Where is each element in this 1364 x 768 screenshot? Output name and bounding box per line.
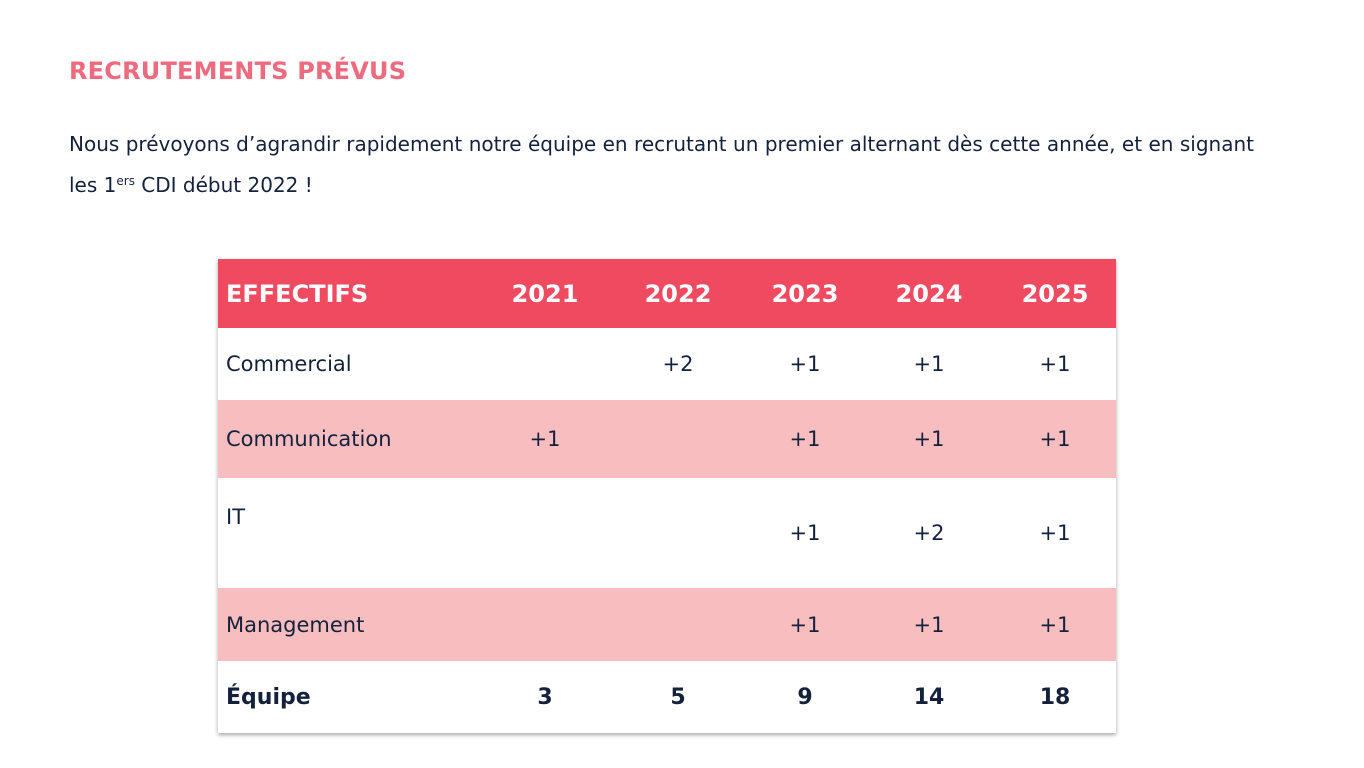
row-label-commercial: Commercial <box>218 328 480 400</box>
table-cell <box>610 478 746 588</box>
header-year: 2022 <box>610 259 746 328</box>
table-total-row: Équipe 3 5 9 14 18 <box>218 661 1116 733</box>
total-cell: 3 <box>480 661 610 733</box>
table-cell <box>610 588 746 661</box>
table-row: Management +1 +1 +1 <box>218 588 1116 661</box>
table-cell: +1 <box>864 588 994 661</box>
table-cell <box>480 478 610 588</box>
page-title: RECRUTEMENTS PRÉVUS <box>69 57 407 85</box>
table-cell: +1 <box>864 400 994 478</box>
table-cell <box>480 588 610 661</box>
total-cell: 14 <box>864 661 994 733</box>
table-cell <box>480 328 610 400</box>
table-header-row: EFFECTIFS 2021 2022 2023 2024 2025 <box>218 259 1116 328</box>
total-cell: 5 <box>610 661 746 733</box>
table-cell: +1 <box>994 588 1116 661</box>
intro-paragraph: Nous prévoyons d’agrandir rapidement not… <box>69 124 1254 206</box>
table-cell: +1 <box>994 400 1116 478</box>
table-row: Commercial +2 +1 +1 +1 <box>218 328 1116 400</box>
table-row: Communication +1 +1 +1 +1 <box>218 400 1116 478</box>
total-cell: 18 <box>994 661 1116 733</box>
table-row: IT +1 +2 +1 <box>218 478 1116 588</box>
table-cell: +1 <box>746 400 864 478</box>
table-cell <box>610 400 746 478</box>
table-cell: +1 <box>864 328 994 400</box>
row-label-equipe: Équipe <box>218 661 480 733</box>
table-cell: +1 <box>746 328 864 400</box>
headcount-table: EFFECTIFS 2021 2022 2023 2024 2025 Comme… <box>218 259 1116 733</box>
table-cell: +2 <box>610 328 746 400</box>
recruitment-table: EFFECTIFS 2021 2022 2023 2024 2025 Comme… <box>218 259 1116 733</box>
table-cell: +1 <box>994 328 1116 400</box>
total-cell: 9 <box>746 661 864 733</box>
intro-text: Nous prévoyons d’agrandir rapidement not… <box>69 132 1254 197</box>
table-cell: +2 <box>864 478 994 588</box>
row-label-it: IT <box>218 478 480 588</box>
table-cell: +1 <box>746 588 864 661</box>
row-label-communication: Communication <box>218 400 480 478</box>
row-label-management: Management <box>218 588 480 661</box>
intro-text-end: CDI début 2022 ! <box>134 173 313 197</box>
intro-superscript: ers <box>116 174 135 188</box>
header-year: 2025 <box>994 259 1116 328</box>
header-year: 2021 <box>480 259 610 328</box>
header-year: 2024 <box>864 259 994 328</box>
table-cell: +1 <box>746 478 864 588</box>
header-year: 2023 <box>746 259 864 328</box>
header-effectifs: EFFECTIFS <box>218 259 480 328</box>
table-cell: +1 <box>480 400 610 478</box>
table-cell: +1 <box>994 478 1116 588</box>
